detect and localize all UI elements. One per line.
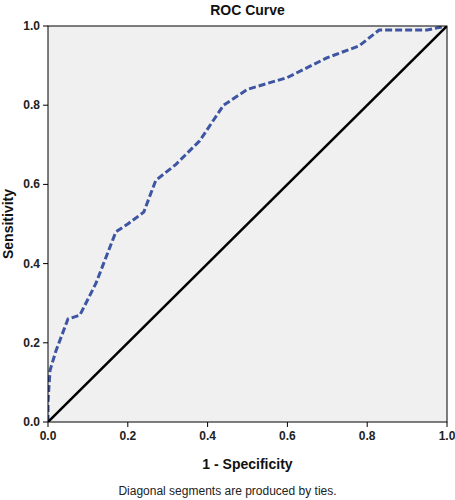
x-tick-label: 0.2: [119, 429, 136, 443]
y-tick-label: 0.8: [23, 98, 40, 112]
y-tick-label: 0.6: [23, 177, 40, 191]
x-tick-label: 0.8: [359, 429, 376, 443]
y-tick-label: 1.0: [23, 19, 40, 33]
x-tick: [48, 422, 49, 427]
title: ROC Curve: [210, 2, 285, 18]
x-tick-label: 0.0: [40, 429, 57, 443]
y-tick-label: 0.2: [23, 336, 40, 350]
x-tick: [367, 422, 368, 427]
y-tick: [43, 422, 48, 423]
plot-frame: [48, 26, 447, 422]
x-axis-label: 1 - Specificity: [202, 456, 292, 472]
x-tick: [127, 422, 128, 427]
y-tick-label: 0.4: [23, 257, 40, 271]
series-group: [48, 26, 447, 422]
x-tick: [447, 422, 448, 427]
x-tick-label: 0.4: [199, 429, 216, 443]
y-tick: [43, 184, 48, 185]
chart: 0.0 0.2 0.4 0.6 0.8 1.0 0.0 0.2 0.4 0.6 0.8 1.0 ROC …: [0, 0, 455, 500]
x-tick-label: 1.0: [439, 429, 455, 443]
y-tick: [43, 26, 48, 27]
footnote: Diagonal segments are produced by ties.: [118, 484, 336, 498]
y-tick: [43, 263, 48, 264]
x-tick-label: 0.6: [279, 429, 296, 443]
y-tick: [43, 105, 48, 106]
x-tick: [207, 422, 208, 427]
plot-area: [48, 26, 447, 422]
series-line: [48, 26, 447, 422]
y-tick-label: 0.0: [23, 415, 40, 429]
y-tick: [43, 342, 48, 343]
x-tick: [287, 422, 288, 427]
series-line: [48, 26, 447, 422]
y-axis-label: Sensitivity: [0, 189, 16, 259]
